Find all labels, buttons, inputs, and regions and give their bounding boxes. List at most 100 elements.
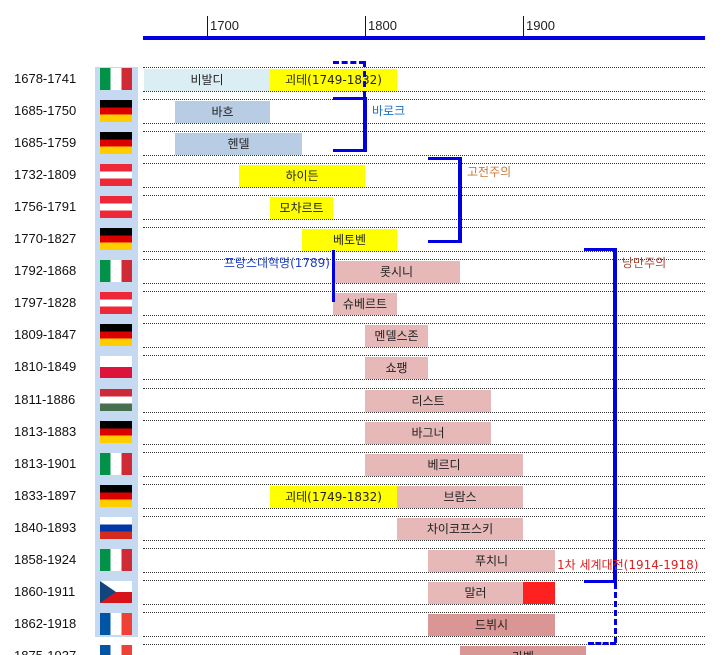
flag-column xyxy=(95,67,138,637)
classic-bracket-bottom xyxy=(428,240,462,243)
classic-label: 고전주의 xyxy=(467,165,512,179)
composer-bar: 라벨 xyxy=(460,646,586,655)
baroque-bracket-dashed-top xyxy=(333,61,365,64)
axis-tick xyxy=(523,16,524,36)
composer-bar: 드뷔시 xyxy=(428,614,555,636)
composer-years: 1858-1924 xyxy=(14,552,77,567)
composer-years: 1813-1883 xyxy=(14,424,77,439)
row-gridline-top xyxy=(143,259,705,260)
flag-czech-icon xyxy=(100,581,132,603)
composer-years: 1770-1827 xyxy=(14,231,77,246)
row-gridline-top xyxy=(143,67,705,68)
row-gridline-bottom xyxy=(143,91,705,92)
row-gridline-bottom xyxy=(143,283,705,284)
composer-years: 1685-1750 xyxy=(14,103,77,118)
row-gridline-top xyxy=(143,580,705,581)
row-gridline-top xyxy=(143,227,705,228)
flag-germany-icon xyxy=(100,485,132,507)
flag-russia-icon xyxy=(100,517,132,539)
flag-germany-icon xyxy=(100,421,132,443)
row-gridline-bottom xyxy=(143,123,705,124)
romantic-bracket-dashed-side xyxy=(614,583,617,643)
flag-france-icon xyxy=(100,645,132,655)
composer-years: 1810-1849 xyxy=(14,359,77,374)
composer-bar: 멘델스존 xyxy=(365,325,428,347)
composer-bar: 하이든 xyxy=(239,165,365,187)
composer-bar: 슈베르트 xyxy=(333,293,397,315)
row-gridline-bottom xyxy=(143,315,705,316)
composer-bar: 괴테(1749-1832) xyxy=(270,69,397,91)
ww1-label: 1차 세계대전(1914-1918) xyxy=(557,558,699,572)
composer-bar: 롯시니 xyxy=(333,261,460,283)
flag-austria-icon xyxy=(100,164,132,186)
flag-italy-icon xyxy=(100,68,132,90)
axis-tick xyxy=(207,16,208,36)
flag-poland-icon xyxy=(100,356,132,378)
flag-hungary-icon xyxy=(100,389,132,411)
row-gridline-top xyxy=(143,452,705,453)
flag-germany-icon xyxy=(100,324,132,346)
composer-bar: 바흐 xyxy=(175,101,270,123)
baroque-bracket-dashed-side xyxy=(363,61,366,97)
timeline-axis xyxy=(143,36,705,40)
composer-bar: 차이코프스키 xyxy=(397,518,523,540)
composer-years: 1813-1901 xyxy=(14,456,77,471)
row-gridline-top xyxy=(143,323,705,324)
row-gridline-top xyxy=(143,420,705,421)
romantic-bracket-top xyxy=(584,248,617,251)
row-gridline-bottom xyxy=(143,636,705,637)
row-gridline-top xyxy=(143,644,705,645)
axis-tick xyxy=(365,16,366,36)
baroque-label: 바로크 xyxy=(372,104,406,118)
row-gridline-top xyxy=(143,99,705,100)
row-gridline-top xyxy=(143,548,705,549)
row-gridline-top xyxy=(143,388,705,389)
baroque-bracket-top xyxy=(333,97,367,100)
row-gridline-bottom xyxy=(143,155,705,156)
revolution-label: 프랑스대혁명(1789) xyxy=(223,256,330,270)
flag-austria-icon xyxy=(100,196,132,218)
baroque-bracket-bottom xyxy=(333,149,367,152)
classic-bracket-top xyxy=(428,157,462,160)
row-gridline-top xyxy=(143,484,705,485)
composer-bar: 푸치니 xyxy=(428,550,555,572)
row-gridline-bottom xyxy=(143,572,705,573)
axis-tick-label: 1800 xyxy=(368,18,397,33)
composer-bar: 쇼팽 xyxy=(365,357,428,379)
row-gridline-top xyxy=(143,291,705,292)
composer-bar: 베토벤 xyxy=(302,229,397,251)
ww1-bar xyxy=(523,582,555,604)
composer-bar: 헨델 xyxy=(175,133,302,155)
composer-bar: 괴테(1749-1832) xyxy=(270,486,397,508)
composer-years: 1678-1741 xyxy=(14,71,77,86)
composer-bar: 비발디 xyxy=(144,69,270,91)
row-gridline-bottom xyxy=(143,347,705,348)
baroque-bracket-side xyxy=(363,97,367,152)
row-gridline-bottom xyxy=(143,412,705,413)
composer-years: 1860-1911 xyxy=(14,584,76,599)
czech-triangle xyxy=(100,581,116,603)
composer-years: 1792-1868 xyxy=(14,263,77,278)
axis-tick-label: 1900 xyxy=(526,18,555,33)
row-gridline-bottom xyxy=(143,219,705,220)
romantic-bracket-side xyxy=(613,248,617,582)
row-gridline-bottom xyxy=(143,604,705,605)
row-gridline-bottom xyxy=(143,444,705,445)
romantic-label: 낭만주의 xyxy=(622,256,667,270)
row-gridline-top xyxy=(143,131,705,132)
classic-bracket-side xyxy=(458,157,462,243)
flag-germany-icon xyxy=(100,228,132,250)
composer-years: 1809-1847 xyxy=(14,327,77,342)
row-gridline-bottom xyxy=(143,540,705,541)
row-gridline-bottom xyxy=(143,476,705,477)
flag-austria-icon xyxy=(100,292,132,314)
composer-bar: 리스트 xyxy=(365,390,491,412)
composer-years: 1732-1809 xyxy=(14,167,77,182)
composer-bar: 바그너 xyxy=(365,422,491,444)
composer-bar: 말러 xyxy=(428,582,523,604)
row-gridline-top xyxy=(143,516,705,517)
flag-italy-icon xyxy=(100,453,132,475)
flag-france-icon xyxy=(100,613,132,635)
axis-tick-label: 1700 xyxy=(210,18,239,33)
